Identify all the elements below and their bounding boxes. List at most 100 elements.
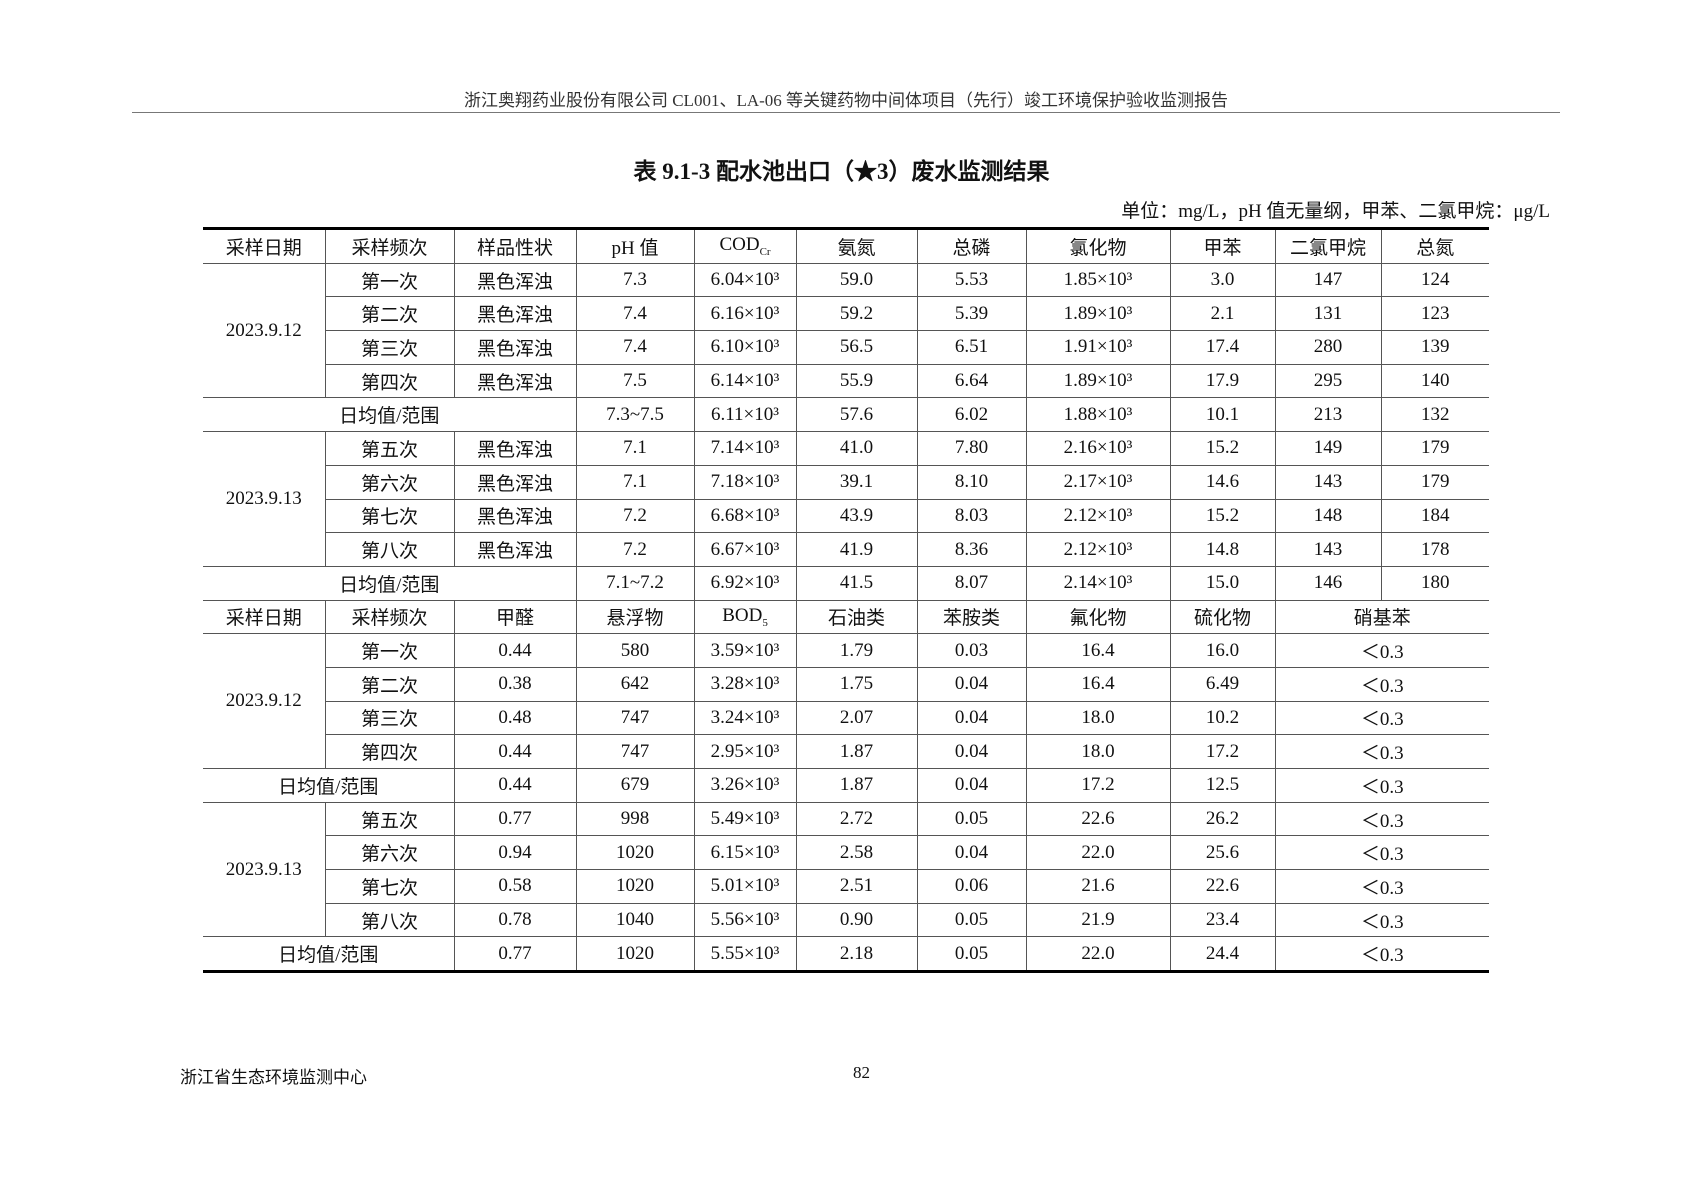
data-cell: 第五次 xyxy=(324,801,455,837)
data-cell: 149 xyxy=(1274,431,1382,466)
average-cell: 0.05 xyxy=(916,936,1027,974)
data-cell: 第四次 xyxy=(325,734,455,769)
monitoring-results-table: 采样日期 采样频次 样品性状 pH 值 CODCr 氨氮 总磷 氯化物 甲苯 二氯甲烷 总氮 2023… xyxy=(203,227,1489,974)
average-cell: ＜0.3 xyxy=(1274,768,1489,803)
data-cell: 7.1 xyxy=(575,464,695,500)
table-row: 第二次 黑色浑浊 7.4 6.16×10³ 59.2 5.39 1.89×10³ 2.1 131… xyxy=(203,296,1489,332)
data-cell: 5.56×10³ xyxy=(693,902,797,938)
footer-organization: 浙江省生态环境监测中心 xyxy=(180,1068,367,1087)
data-cell: 8.03 xyxy=(916,498,1027,534)
header-rule xyxy=(132,112,1560,113)
data-cell: 0.90 xyxy=(795,902,918,938)
average-cell: 7.1~7.2 xyxy=(575,565,695,601)
data-cell: 18.0 xyxy=(1025,700,1171,736)
data-cell: 7.14×10³ xyxy=(693,431,797,466)
unit-note: 单位：mg/L，pH 值无量纲，甲苯、二氯甲烷：μg/L xyxy=(1121,201,1550,222)
average-cell: 8.07 xyxy=(916,565,1027,601)
data-cell: 黑色浑浊 xyxy=(453,431,577,466)
average-cell: 22.0 xyxy=(1025,936,1171,974)
average-cell: 6.11×10³ xyxy=(693,397,797,433)
table-row: 第四次 黑色浑浊 7.5 6.14×10³ 55.9 6.64 1.89×10³ 17.9 29… xyxy=(203,363,1489,399)
data-cell: 642 xyxy=(575,666,695,702)
header-text: BOD xyxy=(722,605,763,626)
table-row: 第三次 0.48 747 3.24×10³ 2.07 0.04 18.0 10.2 ＜0.3 xyxy=(203,700,1489,736)
data-cell: 0.05 xyxy=(916,902,1027,938)
column-header: 采样日期 xyxy=(203,227,326,264)
data-cell: 6.49 xyxy=(1169,666,1276,702)
column-header: BOD5 xyxy=(693,599,797,635)
data-cell: 0.04 xyxy=(916,835,1027,871)
data-cell: 21.6 xyxy=(1025,869,1171,904)
table-row: 第七次 黑色浑浊 7.2 6.68×10³ 43.9 8.03 2.12×10³ 15.2 14… xyxy=(203,498,1489,534)
average-cell: 6.92×10³ xyxy=(693,565,797,601)
data-cell: 0.04 xyxy=(916,666,1027,702)
average-cell: 1.88×10³ xyxy=(1025,397,1171,433)
daily-average-label: 日均值/范围 xyxy=(203,565,577,601)
data-cell: 1020 xyxy=(575,869,695,904)
average-cell: 0.04 xyxy=(916,768,1027,803)
data-cell: 7.2 xyxy=(575,498,695,534)
data-cell: 第六次 xyxy=(325,464,455,500)
data-cell: 第八次 xyxy=(325,902,455,938)
data-cell: 0.77 xyxy=(453,801,577,837)
average-cell: 180 xyxy=(1380,565,1489,601)
data-cell: 5.49×10³ xyxy=(693,801,797,837)
data-cell: 2.12×10³ xyxy=(1025,532,1171,567)
column-header: 氨氮 xyxy=(795,227,918,264)
header-subscript: Cr xyxy=(759,246,771,259)
data-cell: 0.04 xyxy=(916,734,1027,769)
data-cell: 747 xyxy=(575,734,695,769)
data-cell: 6.10×10³ xyxy=(693,330,797,365)
data-cell: 56.5 xyxy=(795,330,918,365)
data-cell: 1.89×10³ xyxy=(1025,296,1171,332)
data-cell: 124 xyxy=(1380,262,1489,298)
data-cell: 10.2 xyxy=(1169,700,1276,736)
data-cell: 0.78 xyxy=(453,902,577,938)
table-row: 日均值/范围 0.44 679 3.26×10³ 1.87 0.04 17.2 12.5 ＜0.… xyxy=(203,768,1489,803)
data-cell: 16.4 xyxy=(1025,666,1171,702)
column-header: 总磷 xyxy=(916,227,1027,264)
data-cell: 黑色浑浊 xyxy=(453,262,577,298)
average-cell: 1.87 xyxy=(795,768,918,803)
sample-date: 2023.9.13 xyxy=(203,431,326,567)
data-cell: 18.0 xyxy=(1025,734,1171,769)
data-cell: 123 xyxy=(1380,296,1489,332)
data-cell: ＜0.3 xyxy=(1274,633,1489,668)
column-header: 苯胺类 xyxy=(916,599,1027,635)
average-cell: 679 xyxy=(575,768,695,803)
data-cell: 0.44 xyxy=(453,734,577,769)
data-cell: 59.0 xyxy=(795,262,918,298)
table-row: 2023.9.12 第一次 黑色浑浊 7.3 6.04×10³ 59.0 5.53 1.85×… xyxy=(203,262,1489,399)
data-cell: 2.16×10³ xyxy=(1025,431,1171,466)
data-cell: 0.04 xyxy=(916,700,1027,736)
data-cell: 第七次 xyxy=(325,869,455,904)
data-cell: 黑色浑浊 xyxy=(453,296,577,332)
data-cell: 17.4 xyxy=(1169,330,1276,365)
data-cell: 15.2 xyxy=(1169,431,1276,466)
table-row: 2023.9.12 第一次 0.44 580 3.59×10³ 1.79 0.03 16.4 1… xyxy=(203,633,1489,769)
data-cell: 0.05 xyxy=(916,801,1027,837)
data-cell: 3.0 xyxy=(1169,262,1276,298)
data-cell: 6.04×10³ xyxy=(693,262,797,298)
data-cell: 第四次 xyxy=(325,363,455,399)
table-row: 采样日期 采样频次 甲醛 悬浮物 BOD5 石油类 苯胺类 氟化物 硫化物 硝基苯 xyxy=(203,599,1489,635)
data-cell: ＜0.3 xyxy=(1274,666,1489,702)
average-cell: 6.02 xyxy=(916,397,1027,433)
data-cell: ＜0.3 xyxy=(1274,734,1489,769)
data-cell: 2.95×10³ xyxy=(693,734,797,769)
data-cell: 0.38 xyxy=(453,666,577,702)
data-cell: 第八次 xyxy=(325,532,455,567)
data-cell: 43.9 xyxy=(795,498,918,534)
data-cell: 2.17×10³ xyxy=(1025,464,1171,500)
data-cell: 3.24×10³ xyxy=(693,700,797,736)
data-cell: 179 xyxy=(1380,431,1489,466)
data-cell: 22.0 xyxy=(1025,835,1171,871)
data-cell: 147 xyxy=(1274,262,1382,298)
average-cell: 7.3~7.5 xyxy=(575,397,695,433)
table-row: 日均值/范围 0.77 1020 5.55×10³ 2.18 0.05 22.0 24.4 ＜0… xyxy=(203,936,1489,974)
data-cell: ＜0.3 xyxy=(1274,700,1489,736)
column-header: 石油类 xyxy=(795,599,918,635)
data-cell: 22.6 xyxy=(1025,801,1171,837)
data-cell: 第一次 xyxy=(324,633,455,668)
data-cell: 26.2 xyxy=(1169,801,1276,837)
